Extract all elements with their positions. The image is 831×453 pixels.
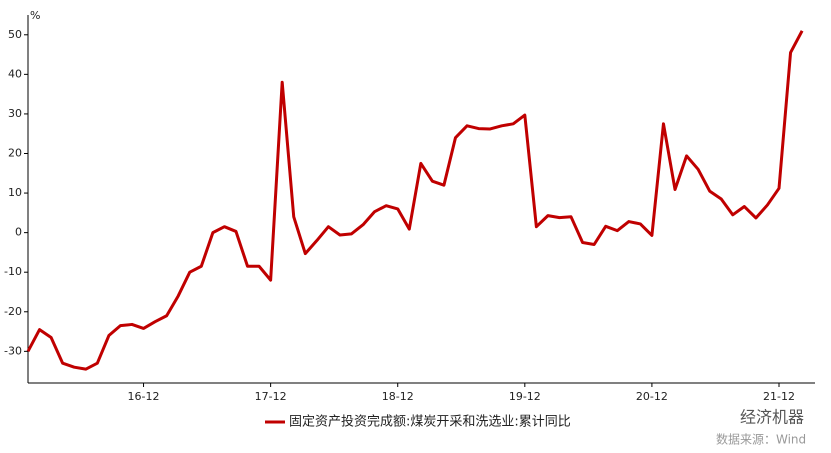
y-tick-label: 40 <box>8 67 22 80</box>
y-unit: % <box>30 9 40 22</box>
x-tick-label: 20-12 <box>636 390 668 403</box>
y-tick-label: 30 <box>8 107 22 120</box>
x-tick-label: 17-12 <box>255 390 287 403</box>
x-tick-label: 16-12 <box>128 390 160 403</box>
x-tick-label: 21-12 <box>763 390 795 403</box>
watermark: 经济机器 <box>740 408 804 427</box>
y-tick-label: 0 <box>15 226 22 239</box>
x-tick-label: 19-12 <box>509 390 541 403</box>
source: 数据来源：Wind <box>716 432 806 447</box>
y-tick-label: 10 <box>8 186 22 199</box>
y-tick-label: 20 <box>8 146 22 159</box>
y-tick-label: -10 <box>4 265 22 278</box>
y-tick-label: -30 <box>4 344 22 357</box>
x-tick-label: 18-12 <box>382 390 414 403</box>
legend-text: 固定资产投资完成额:煤炭开采和洗选业:累计同比 <box>289 414 571 430</box>
y-tick-label: 50 <box>8 28 22 41</box>
data-line <box>26 30 804 371</box>
y-tick-label: -20 <box>4 305 22 318</box>
